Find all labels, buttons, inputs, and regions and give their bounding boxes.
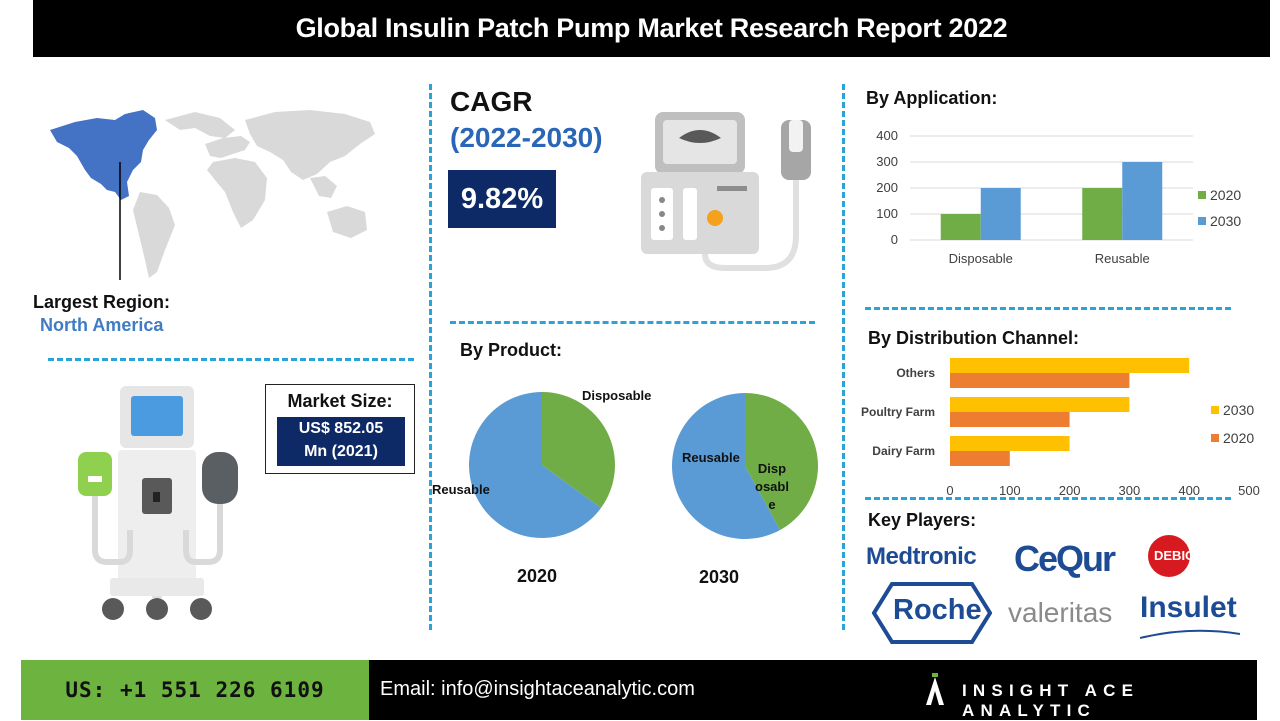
- dist-bar-2020: [950, 451, 1010, 466]
- debiotech-mark: [1148, 535, 1190, 577]
- pie-2020-slice-disposable: [542, 392, 615, 508]
- north-america-highlight: [50, 110, 157, 200]
- pie-2020-label-reusable: Reusable: [432, 482, 490, 497]
- logo-debiotech: DEBIOTECH: [1154, 548, 1231, 563]
- logo-medtronic: Medtronic: [866, 543, 977, 570]
- cagr-label: CAGR: [450, 86, 533, 117]
- world-map: [50, 110, 375, 280]
- by-distribution-heading: By Distribution Channel:: [868, 328, 1079, 348]
- dist-bar-2020: [950, 373, 1130, 388]
- market-size-label: Market Size:: [287, 391, 393, 411]
- app-y-tick: 400: [876, 128, 898, 143]
- divider-right: [842, 84, 845, 630]
- dist-category-label: Poultry Farm: [861, 405, 935, 419]
- logo-insulet: Insulet: [1140, 591, 1237, 624]
- dist-legend-swatch: [1211, 434, 1219, 442]
- app-y-tick: 300: [876, 154, 898, 169]
- largest-region-label: Largest Region:: [33, 292, 171, 312]
- divider-distribution: [865, 497, 1231, 500]
- logo-cequr: CeQur: [1014, 538, 1116, 579]
- logo-roche: Roche: [893, 594, 982, 626]
- cagr-value: 9.82%: [448, 170, 556, 228]
- dist-category-label: Others: [896, 366, 935, 380]
- insulin-pump-device-illustration: [641, 112, 811, 271]
- footer-brand-name: INSIGHT ACE ANALYTIC: [962, 681, 1140, 720]
- divider-left: [429, 84, 432, 630]
- app-bar-2020: [940, 214, 981, 240]
- dist-x-tick: 500: [1238, 483, 1260, 498]
- insulet-swoosh: [1140, 629, 1241, 639]
- pie-chart-2020: [469, 392, 615, 538]
- cagr-years: (2022-2030): [450, 122, 603, 153]
- brand-logo-icon: [926, 673, 944, 705]
- dist-bar-2030: [950, 397, 1130, 412]
- market-size-card: Market Size: US$ 852.05 Mn (2021): [265, 384, 415, 474]
- application-bar-chart: 0 100 200 300 400 Disposable Reusable 2020 2030: [876, 128, 1241, 266]
- distribution-bar-chart: 0 100 200 300 400 500 Others Poultry Farm Dairy …: [861, 358, 1260, 498]
- app-bar-2030: [980, 188, 1021, 240]
- dist-x-tick: 400: [1178, 483, 1200, 498]
- app-y-tick: 100: [876, 206, 898, 221]
- dist-legend-label: 2020: [1223, 430, 1254, 446]
- pie-2020-year: 2020: [517, 566, 558, 586]
- largest-region-value: North America: [40, 315, 164, 335]
- pie-2030-slice-reusable: [672, 393, 781, 539]
- dist-bar-2030: [950, 358, 1190, 373]
- roche-hexagon: [872, 582, 992, 644]
- pie-2030-label-disposable: Disposable: [755, 461, 789, 512]
- app-x-label: Reusable: [1095, 251, 1150, 266]
- app-x-label: Disposable: [949, 251, 1013, 266]
- logo-debiotech-text: DEBIOTECH: [1154, 548, 1231, 563]
- dist-bar-2030: [950, 436, 1070, 451]
- pie-2030-year: 2030: [699, 567, 740, 587]
- dist-category-label: Dairy Farm: [872, 444, 935, 458]
- app-y-tick: 0: [891, 232, 898, 247]
- dist-legend-label: 2030: [1223, 402, 1254, 418]
- dist-x-tick: 0: [946, 483, 953, 498]
- dist-x-tick: 300: [1119, 483, 1141, 498]
- dist-bar-2020: [950, 412, 1070, 427]
- market-size-value: US$ 852.05 Mn (2021): [277, 417, 405, 466]
- app-legend-swatch: [1198, 191, 1206, 199]
- app-legend-label: 2030: [1210, 213, 1241, 229]
- pie-chart-2030: [672, 393, 818, 539]
- dist-x-tick: 100: [999, 483, 1021, 498]
- key-players-heading: Key Players:: [868, 510, 977, 530]
- map-continents: [133, 110, 375, 278]
- by-application-heading: By Application:: [866, 88, 998, 108]
- app-legend-label: 2020: [1210, 187, 1241, 203]
- market-size-amount: US$ 852.05: [298, 420, 384, 437]
- footer-bar: [369, 660, 1257, 720]
- page-title: Global Insulin Patch Pump Market Researc…: [33, 0, 1270, 57]
- divider-application: [865, 307, 1231, 310]
- pie-2030-slice-disposable: [745, 393, 818, 530]
- divider-region: [48, 358, 414, 361]
- pie-2020-label-disposable: Disposable: [582, 388, 652, 403]
- divider-product: [450, 321, 815, 324]
- footer-phone: US: +1 551 226 6109: [21, 660, 369, 720]
- pie-2020-slice-reusable: [469, 392, 602, 538]
- dist-x-tick: 200: [1059, 483, 1081, 498]
- app-y-tick: 200: [876, 180, 898, 195]
- app-legend-swatch: [1198, 217, 1206, 225]
- logo-valeritas: valeritas: [1008, 597, 1113, 628]
- footer-email: Email: info@insightaceanalytic.com: [380, 678, 695, 700]
- by-product-heading: By Product:: [460, 340, 563, 360]
- market-size-year: Mn (2021): [304, 443, 378, 460]
- dist-legend-swatch: [1211, 406, 1219, 414]
- app-bar-2020: [1082, 188, 1123, 240]
- insulin-pump-stand-illustration: [78, 386, 238, 620]
- pie-2030-label-reusable: Reusable: [682, 450, 740, 465]
- app-bar-2030: [1122, 162, 1163, 240]
